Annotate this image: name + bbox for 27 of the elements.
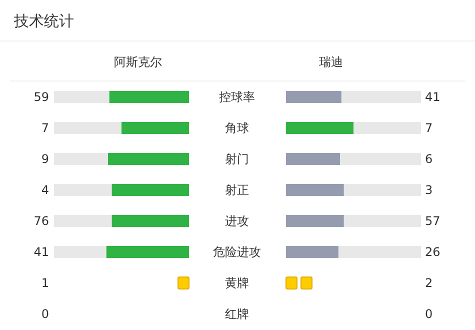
text: 技术统计 [13, 12, 74, 30]
data-label: 0 [425, 307, 433, 321]
category-label: 危险进攻 [213, 245, 261, 259]
data-label: 7 [41, 121, 49, 135]
category-label: 角球 [225, 121, 249, 135]
data-label: 4 [41, 183, 49, 197]
data-label: 59 [34, 90, 49, 104]
data-label: 6 [425, 152, 433, 166]
data-label: 41 [34, 245, 49, 259]
category-label: 射正 [225, 183, 249, 197]
data-label: 3 [425, 183, 433, 197]
data-label: 41 [425, 90, 440, 104]
text: 阿斯克尔 [114, 55, 162, 69]
category-label: 黄牌 [225, 276, 249, 290]
category-label: 红牌 [225, 307, 249, 321]
text: 瑞迪 [319, 55, 343, 69]
data-label: 26 [425, 245, 440, 259]
data-label: 7 [425, 121, 433, 135]
data-label: 2 [425, 276, 433, 290]
data-label: 57 [425, 214, 440, 228]
category-label: 射门 [225, 152, 249, 166]
data-label: 0 [41, 307, 49, 321]
category-label: 控球率 [219, 90, 255, 104]
data-label: 1 [41, 276, 49, 290]
data-label: 76 [34, 214, 49, 228]
data-label: 9 [41, 152, 49, 166]
category-label: 进攻 [225, 214, 249, 228]
